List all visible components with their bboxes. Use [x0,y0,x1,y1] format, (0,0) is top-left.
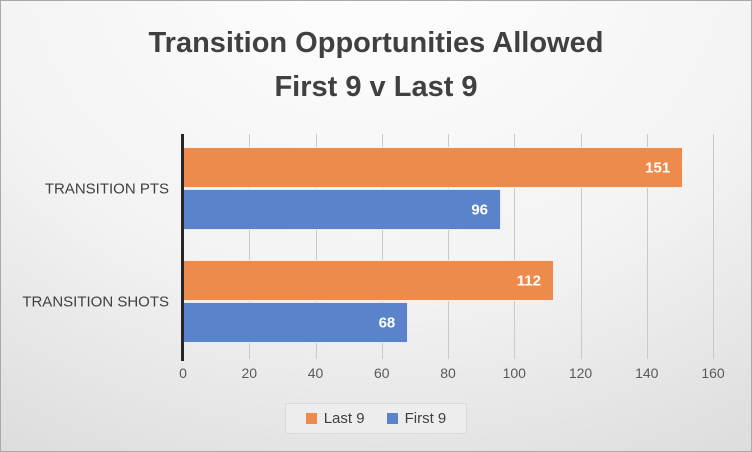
category-label-transition-pts: TRANSITION PTS [44,180,169,197]
x-tick-label-20: 20 [241,365,258,381]
gridline-100 [514,134,516,359]
legend-item-first-9: First 9 [386,410,447,427]
gridline-80 [448,134,449,359]
category-axis-labels: TRANSITION PTS TRANSITION SHOTS [1,136,169,359]
legend-item-last-9: Last 9 [305,410,365,427]
gridline-120 [580,134,582,359]
gridline-160 [713,134,714,359]
legend: Last 9 First 9 [284,403,468,434]
data-label-first-9-transition-shots: 68 [378,314,396,331]
chart-title-line-2: First 9 v Last 9 [274,71,478,103]
data-label-last-9-transition-pts: 151 [645,159,671,176]
bar-last-9-transition-shots: 112 [183,260,554,301]
legend-swatch-icon [386,413,398,424]
legend-wrapper: Last 9 First 9 [1,403,751,434]
x-tick-label-140: 140 [635,365,659,381]
x-tick-label-0: 0 [179,365,187,381]
x-tick-label-80: 80 [440,365,456,381]
legend-label-last-9: Last 9 [323,410,365,427]
category-label-transition-shots: TRANSITION SHOTS [22,293,169,310]
x-tick-label-160: 160 [701,365,725,381]
bar-last-9-transition-pts: 151 [183,147,684,188]
plot-area: 151 96 112 68 [183,134,714,359]
bar-first-9-transition-pts: 96 [183,189,501,230]
chart-title-line-1: Transition Opportunities Allowed [148,27,604,59]
gridline-140 [646,134,648,359]
data-label-first-9-transition-pts: 96 [471,201,488,218]
x-tick-label-100: 100 [502,365,526,381]
legend-swatch-icon [305,413,317,424]
x-tick-label-60: 60 [373,365,390,381]
chart-title: Transition Opportunities Allowed First 9… [1,21,751,109]
y-axis-line [181,134,184,361]
gridline-40 [315,134,317,359]
bar-first-9-transition-shots: 68 [183,302,409,343]
gridline-60 [381,134,383,359]
x-tick-label-40: 40 [307,365,324,381]
gridline-20 [249,134,251,359]
x-tick-label-120: 120 [568,365,593,381]
x-axis-tick-labels: 0 20 40 60 80 100 120 140 160 [179,365,725,385]
data-label-last-9-transition-shots: 112 [516,272,541,289]
legend-label-first-9: First 9 [404,410,447,427]
